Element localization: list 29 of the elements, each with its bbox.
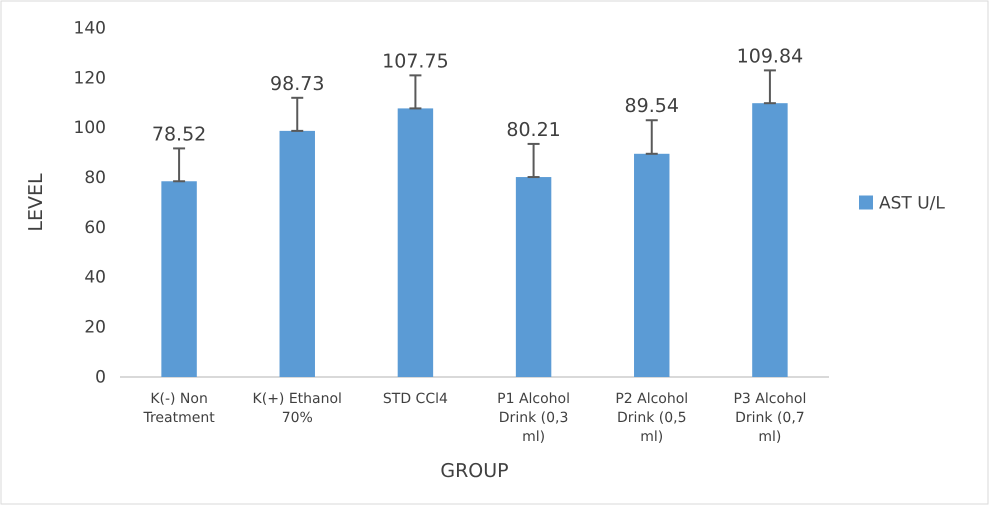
y-tick-label: 60 xyxy=(84,218,106,238)
bar xyxy=(280,130,315,377)
legend-label: AST U/L xyxy=(879,194,946,214)
x-tick-label: P3 Alcohol Drink (0,7 ml) xyxy=(733,391,806,445)
data-label: 78.52 xyxy=(152,123,206,146)
x-tick-label: STD CCl4 xyxy=(382,391,448,407)
bar xyxy=(516,177,552,377)
bar xyxy=(161,181,197,377)
data-label: 98.73 xyxy=(270,72,324,95)
y-tick-label: 120 xyxy=(74,68,106,88)
x-tick-label: P1 Alcohol Drink (0,3 ml) xyxy=(497,391,570,445)
y-tick-label: 80 xyxy=(84,168,106,188)
data-label: 89.54 xyxy=(624,95,679,118)
y-tick-label: 100 xyxy=(74,118,106,138)
data-label: 107.75 xyxy=(382,50,449,72)
y-tick-label: 0 xyxy=(95,367,106,388)
bar xyxy=(398,108,434,377)
data-label: 80.21 xyxy=(506,118,561,141)
x-tick-label: P2 Alcohol Drink (0,5 ml) xyxy=(615,391,688,445)
bar xyxy=(752,103,788,377)
y-axis-title: LEVEL xyxy=(25,173,47,232)
y-tick-label: 40 xyxy=(84,268,106,288)
y-tick-label: 140 xyxy=(74,18,106,38)
x-axis-title: GROUP xyxy=(440,460,509,482)
x-tick-label: K(-) Non Treatment xyxy=(142,391,216,426)
y-tick-label: 20 xyxy=(84,318,106,338)
data-label: 109.84 xyxy=(736,45,804,68)
x-tick-label: K(+) Ethanol 70% xyxy=(252,391,342,426)
bar xyxy=(634,154,670,377)
